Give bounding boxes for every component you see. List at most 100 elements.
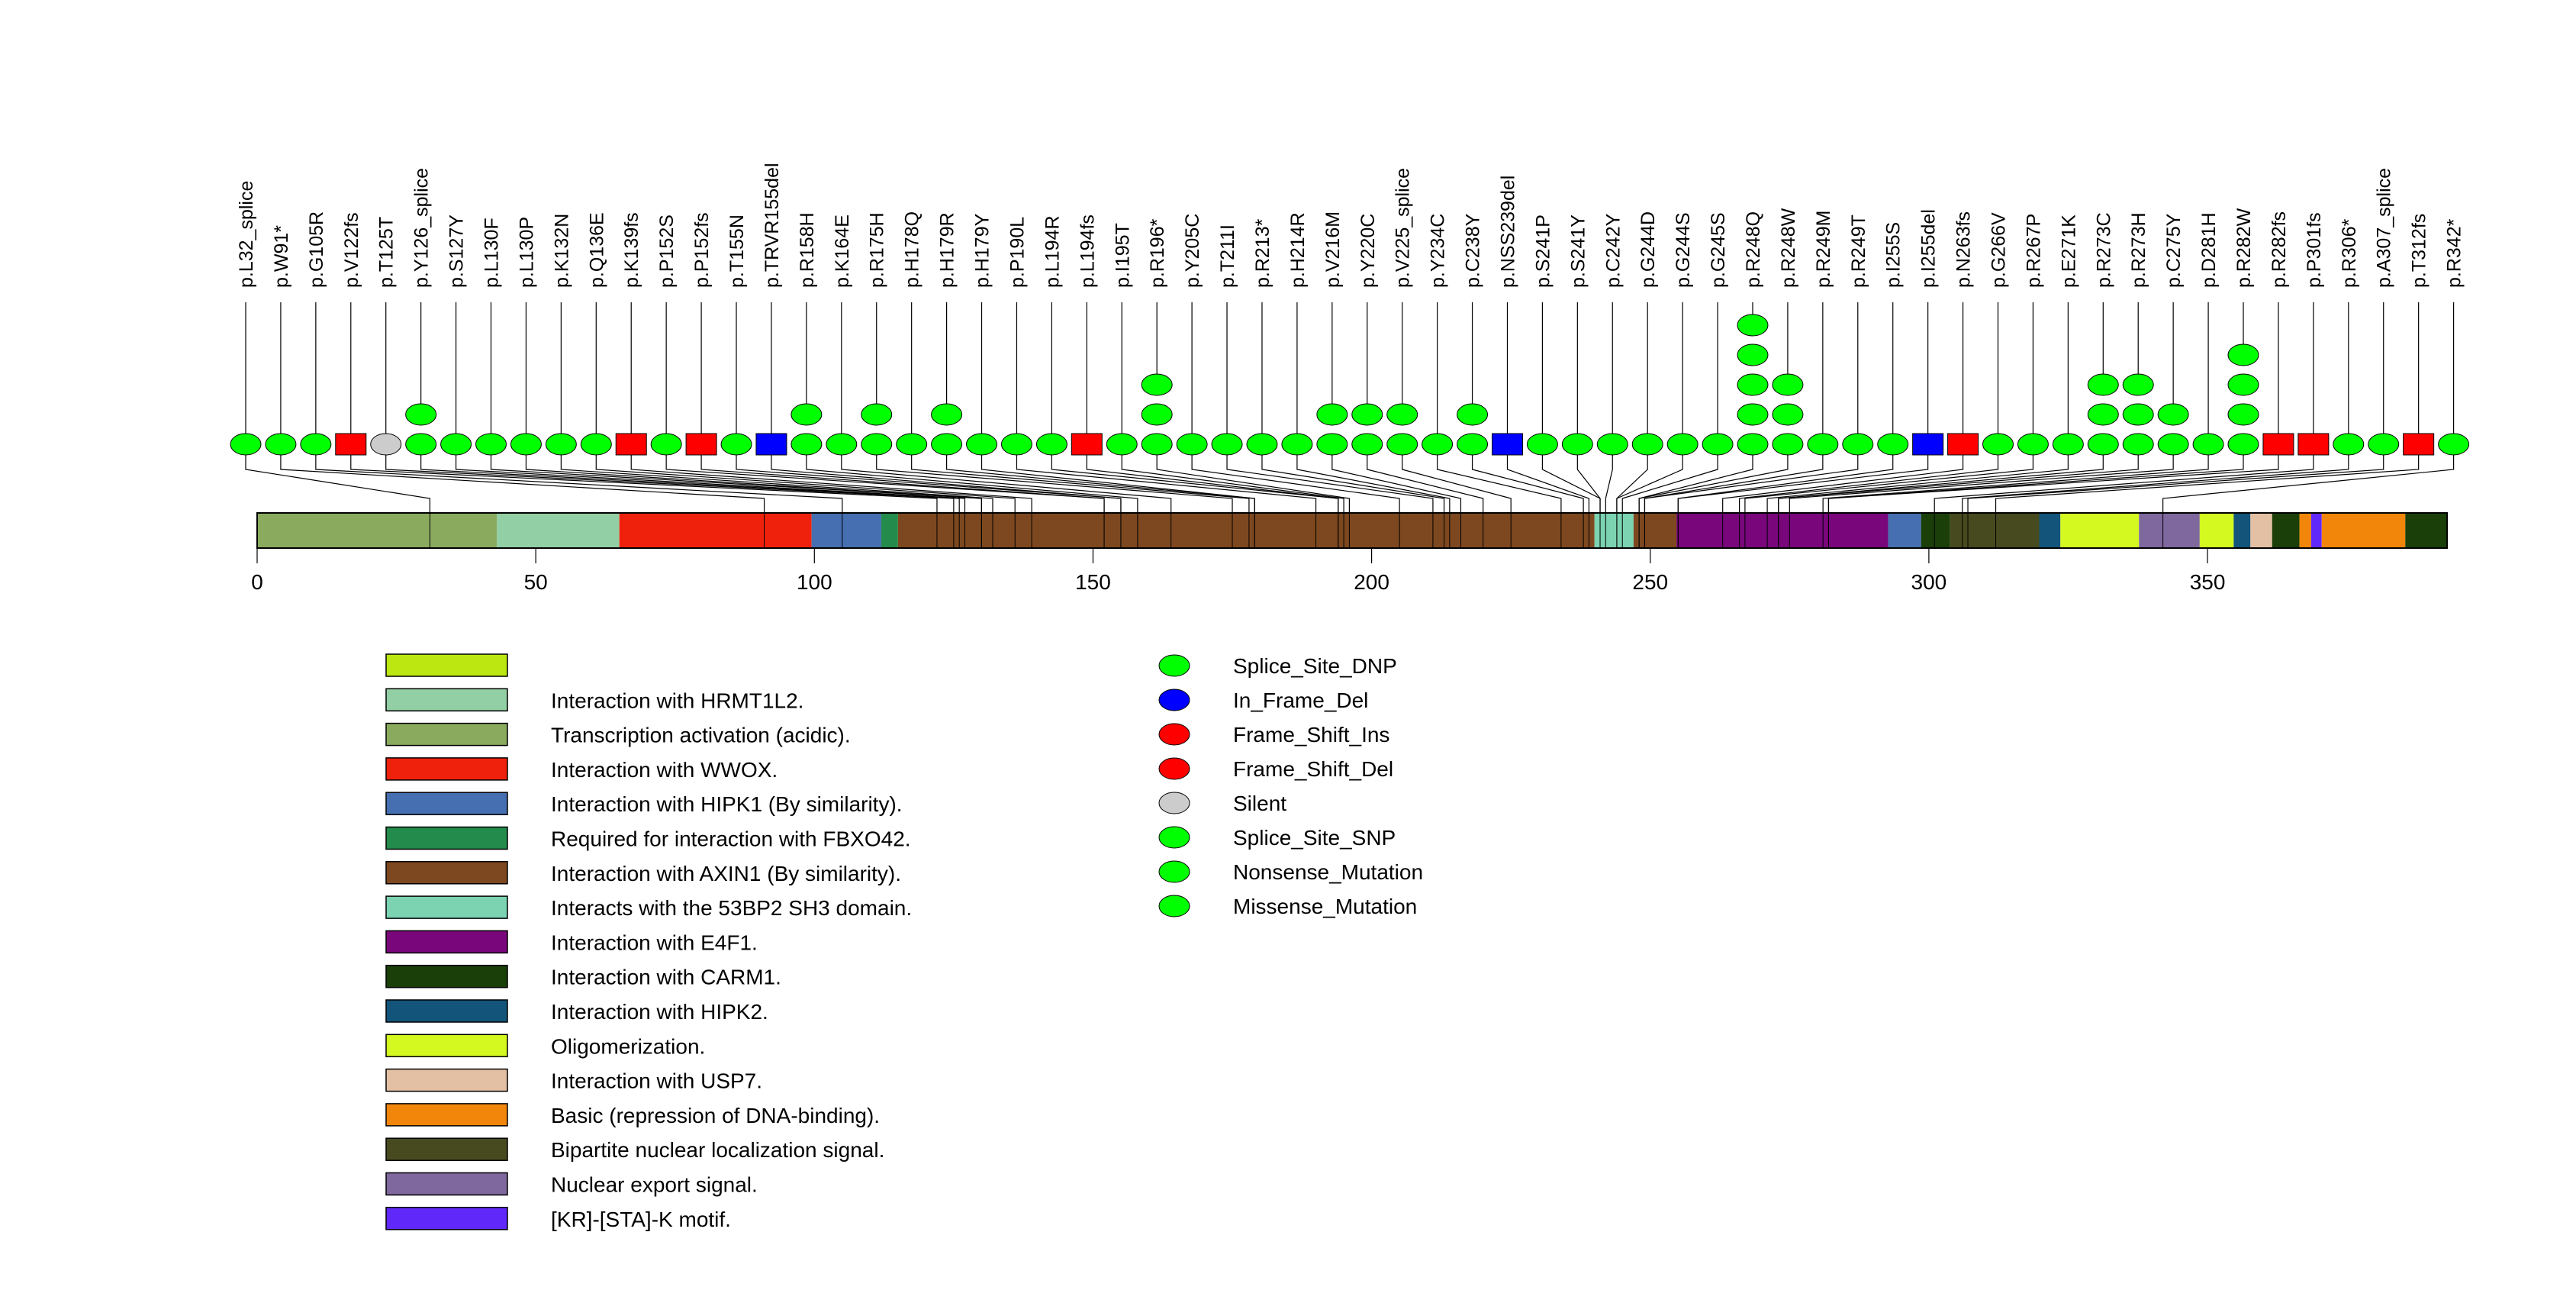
mutation-marker — [1772, 433, 1804, 456]
mutation-type-legend-marker — [1158, 723, 1190, 746]
mutation-stems — [245, 302, 2455, 444]
mutation-marker — [1386, 433, 1418, 456]
mutation-label: p.R282W — [2233, 208, 2255, 288]
mutation-type-legend-label: In_Frame_Del — [1233, 689, 1368, 712]
mutation-label: p.G266V — [1988, 212, 2010, 288]
domain-segment — [2272, 513, 2300, 548]
mutation-marker — [1141, 373, 1173, 396]
mutation-label: p.R282fs — [2268, 211, 2290, 288]
mutation-marker — [2403, 433, 2435, 456]
mutation-label: p.D281H — [2198, 212, 2220, 288]
domain-legend-label: Required for interaction with FBXO42. — [551, 827, 911, 851]
position-connector — [1738, 444, 1999, 513]
mutation-label: p.N263fs — [1953, 211, 1975, 288]
mutation-label: p.Q136E — [586, 212, 607, 288]
mutation-marker — [580, 433, 612, 456]
position-connector — [1778, 444, 2139, 513]
mutation-marker — [1982, 433, 2014, 456]
mutation-label: p.G244D — [1637, 211, 1659, 288]
mutation-label: p.H178Q — [902, 211, 923, 288]
mutation-label: p.S127Y — [446, 214, 468, 288]
mutation-type-legend-label: Silent — [1233, 792, 1286, 815]
mutation-type-legend-marker — [1158, 826, 1190, 849]
mutation-marker — [1737, 343, 1769, 366]
mutation-label: p.TRVR155del — [762, 163, 783, 288]
position-connector — [736, 444, 1122, 513]
domain-legend-swatch — [385, 1172, 508, 1196]
protein-bar-outline — [256, 512, 2449, 549]
mutation-marker — [1912, 433, 1944, 456]
mutation-marker — [405, 403, 437, 426]
domain-legend-label: Interaction with HIPK2. — [551, 1000, 768, 1024]
position-connector — [315, 444, 843, 513]
domain-segment — [2321, 513, 2406, 548]
domain-legend-swatch — [385, 1207, 508, 1230]
mutation-label: p.S241P — [1532, 214, 1554, 288]
mutation-marker — [615, 433, 647, 456]
mutation-marker — [2368, 433, 2400, 456]
domain-legend-swatch — [385, 792, 508, 815]
mutation-marker — [1316, 403, 1348, 426]
protein-domain-bar — [256, 512, 2449, 549]
domain-segment — [2199, 513, 2234, 548]
mutation-marker — [1351, 403, 1383, 426]
mutation-label: p.W91* — [271, 225, 292, 288]
position-connector — [280, 444, 765, 513]
mutation-marker — [2122, 373, 2154, 396]
mutation-label: p.V225_splice — [1393, 168, 1414, 288]
mutation-marker — [685, 433, 717, 456]
mutation-marker — [510, 433, 542, 456]
domain-legend-label: [KR]-[STA]-K motif. — [551, 1208, 731, 1231]
mutation-label: p.I255S — [1883, 222, 1905, 288]
mutation-marker — [1351, 433, 1383, 456]
mutation-marker — [265, 433, 297, 456]
domain-legend-swatch — [385, 826, 508, 850]
position-connector — [1677, 444, 1929, 513]
mutation-marker — [1526, 433, 1558, 456]
position-connector — [1016, 444, 1317, 513]
mutation-label: p.R306* — [2339, 218, 2360, 288]
mutation-type-legend-marker — [1158, 792, 1190, 814]
mutation-marker — [1737, 403, 1769, 426]
position-connector — [1576, 444, 1601, 513]
domain-legend-swatch — [385, 688, 508, 712]
mutation-marker — [1772, 403, 1804, 426]
domain-segment — [2139, 513, 2200, 548]
position-connector — [1789, 444, 2174, 513]
position-connector — [1644, 444, 1824, 513]
mutation-marker — [1596, 433, 1628, 456]
x-tick-label: 0 — [251, 570, 263, 594]
domain-legend: Interaction with HRMT1L2. Transcription a… — [385, 653, 912, 1231]
mutation-marker — [1211, 433, 1243, 456]
position-connector — [1822, 444, 2209, 513]
position-connector — [1605, 444, 1613, 513]
mutation-type-legend-marker — [1158, 757, 1190, 780]
position-connector — [1722, 444, 1964, 513]
mutation-label: p.G244S — [1673, 212, 1694, 288]
domain-legend-label: Transcription activation (acidic). — [551, 724, 851, 747]
x-tick-label: 300 — [1911, 570, 1947, 594]
domain-legend-swatch — [385, 722, 508, 747]
position-connector — [1744, 444, 2034, 513]
domain-legend-swatch — [385, 757, 508, 781]
mutation-label: p.R196* — [1147, 218, 1168, 288]
mutation-marker — [1491, 433, 1523, 456]
mutation-label: p.C242Y — [1602, 213, 1624, 288]
domain-segment — [811, 513, 881, 548]
mutation-label: p.P301fs — [2304, 212, 2325, 288]
domain-segment — [2233, 513, 2251, 548]
mutation-marker — [1737, 433, 1769, 456]
position-connector — [1261, 444, 1445, 513]
domain-legend-swatch — [385, 930, 508, 954]
mutation-type-legend-marker — [1158, 895, 1190, 918]
position-connector — [1191, 444, 1400, 513]
mutation-marker — [1457, 433, 1489, 456]
mutation-marker — [1176, 433, 1208, 456]
mutation-label: p.R273C — [2093, 212, 2114, 288]
mutation-label: p.Y234C — [1428, 214, 1449, 288]
position-connector — [771, 444, 1122, 513]
mutation-type-legend-label: Splice_Site_DNP — [1233, 654, 1397, 678]
mutation-label: p.R273H — [2128, 212, 2149, 288]
x-tick-label: 250 — [1632, 570, 1668, 594]
domain-legend-label: Interaction with WWOX. — [551, 758, 778, 782]
